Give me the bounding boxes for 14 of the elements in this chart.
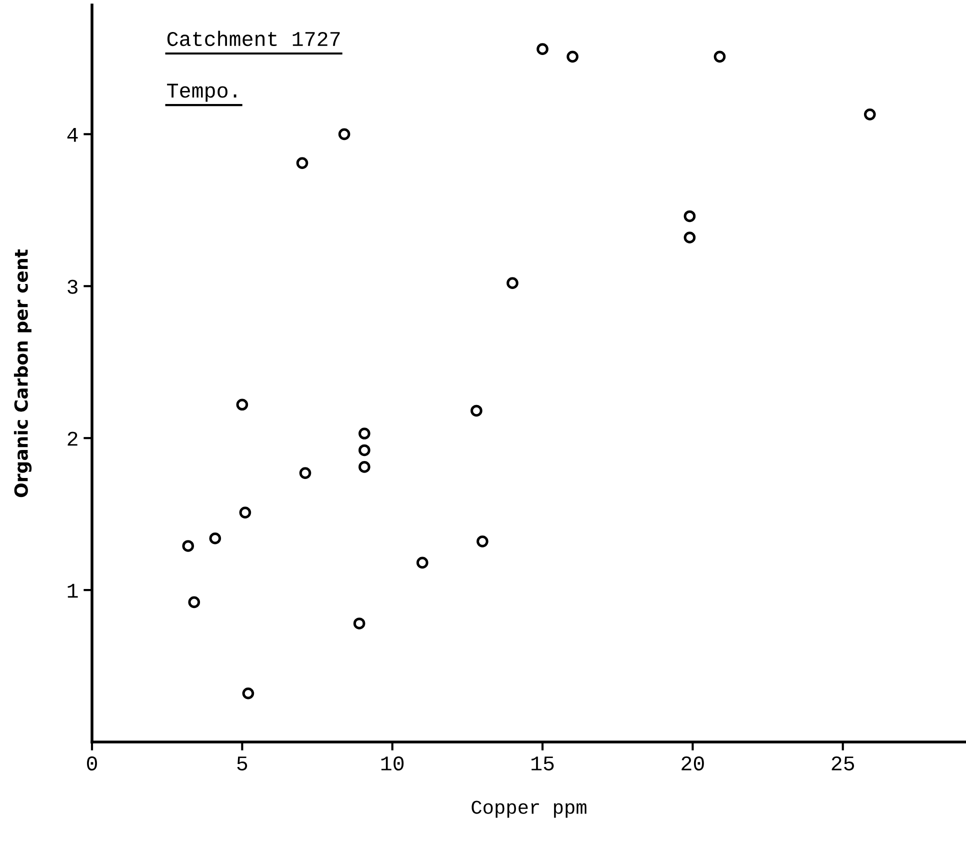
x-tick-label: 5 — [237, 756, 248, 770]
x-tick-label: 15 — [532, 756, 554, 770]
x-tick-label: 25 — [832, 756, 854, 770]
y-tick-label: 2 — [68, 432, 78, 446]
y-tick-label: 3 — [68, 280, 78, 294]
y-axis-title: Organic Carbon per cent — [14, 249, 32, 498]
x-tick-label: 0 — [87, 756, 97, 770]
annotation: Catchment 1727 — [167, 30, 340, 46]
y-tick-label: 4 — [67, 128, 78, 142]
x-tick-label: 10 — [381, 756, 404, 770]
y-tick-label: 1 — [68, 584, 78, 598]
annotation: Tempo. — [167, 84, 236, 102]
x-axis-title: Copper ppm — [472, 800, 586, 818]
x-tick-label: 20 — [682, 756, 704, 770]
